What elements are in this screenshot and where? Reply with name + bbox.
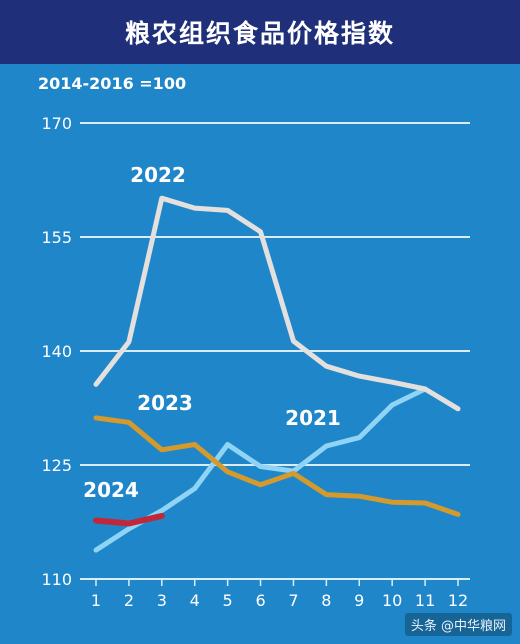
series-label-2022: 2022	[130, 163, 186, 187]
x-tick-label: 3	[157, 591, 167, 610]
series-label-2023: 2023	[137, 391, 193, 415]
title-bar: 粮农组织食品价格指数	[0, 0, 520, 64]
x-tick-label: 7	[288, 591, 298, 610]
series-line-2024	[93, 512, 165, 527]
y-tick-label: 155	[41, 228, 72, 247]
chart-title: 粮农组织食品价格指数	[124, 19, 395, 48]
series-line-2022	[93, 195, 461, 412]
watermark: 头条 @中华粮网	[404, 613, 512, 636]
x-tick-label: 11	[415, 591, 435, 610]
y-tick-label: 110	[41, 570, 72, 589]
y-tick-label: 140	[41, 342, 72, 361]
y-tick-label: 125	[41, 456, 72, 475]
x-tick-label: 5	[223, 591, 233, 610]
x-tick-label: 4	[190, 591, 200, 610]
x-tick-label: 2	[124, 591, 134, 610]
series-label-2024: 2024	[83, 478, 139, 502]
y-tick-label: 170	[41, 114, 72, 133]
x-tick-label: 10	[382, 591, 402, 610]
x-tick-label: 9	[354, 591, 364, 610]
x-tick-label: 8	[321, 591, 331, 610]
index-base-note: 2014-2016 =100	[38, 74, 187, 93]
series-label-2021: 2021	[285, 406, 341, 430]
x-tick-label: 6	[255, 591, 265, 610]
series-line-2023	[93, 415, 461, 517]
x-tick-label: 1	[91, 591, 101, 610]
x-tick-label: 12	[448, 591, 468, 610]
